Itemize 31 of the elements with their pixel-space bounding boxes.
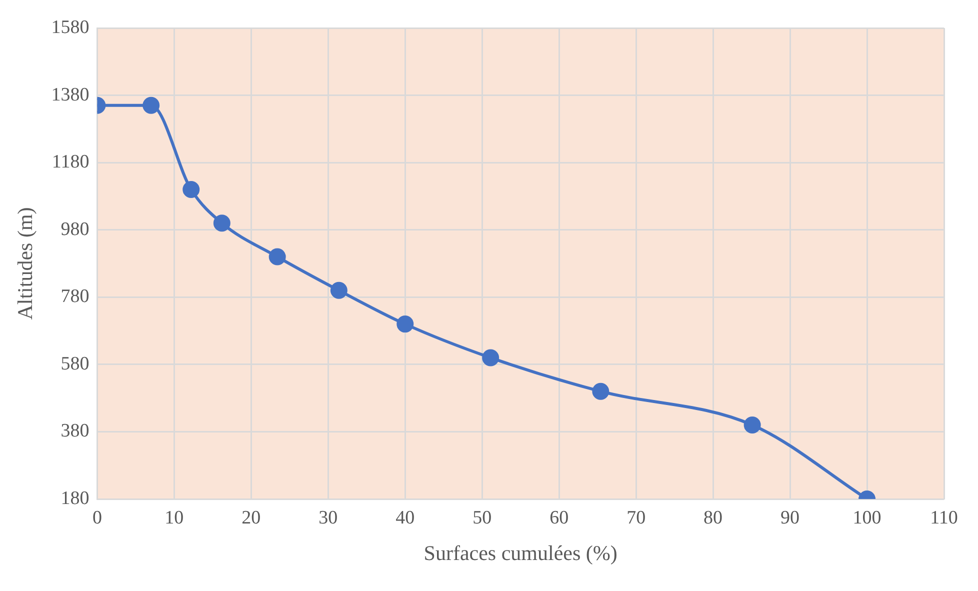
y-tick-label: 980 xyxy=(60,218,90,240)
y-tick-label: 180 xyxy=(60,488,90,509)
y-tick-label: 1380 xyxy=(51,84,90,106)
x-tick-label: 110 xyxy=(930,507,958,528)
y-tick-label: 1180 xyxy=(52,152,90,173)
point xyxy=(592,382,610,400)
y-tick-label: 780 xyxy=(60,286,90,308)
x-axis-title: Surfaces cumulées (%) xyxy=(424,540,618,565)
point xyxy=(142,96,160,114)
x-tick-label: 40 xyxy=(396,507,415,528)
x-tick-label: 30 xyxy=(318,507,338,528)
point xyxy=(330,282,348,299)
x-tick-label: 10 xyxy=(164,507,184,528)
y-tick-label: 1580 xyxy=(51,16,90,38)
point xyxy=(396,316,414,333)
point xyxy=(744,416,761,434)
x-tick-label: 0 xyxy=(92,507,102,528)
y-axis-title: Altitudes (m) xyxy=(13,207,38,320)
point xyxy=(482,349,500,366)
x-tick-label: 80 xyxy=(704,507,723,528)
x-tick-label: 90 xyxy=(780,507,800,528)
x-tick-label: 70 xyxy=(626,507,646,528)
x-tick-label: 100 xyxy=(852,507,882,528)
y-tick-label: 580 xyxy=(60,353,90,374)
x-tick-label: 50 xyxy=(472,507,492,528)
point xyxy=(182,180,200,198)
y-tick-label: 380 xyxy=(60,420,90,442)
x-tick-label: 60 xyxy=(550,507,569,528)
point xyxy=(268,248,286,266)
x-tick-label: 20 xyxy=(242,507,261,528)
point xyxy=(213,214,230,232)
